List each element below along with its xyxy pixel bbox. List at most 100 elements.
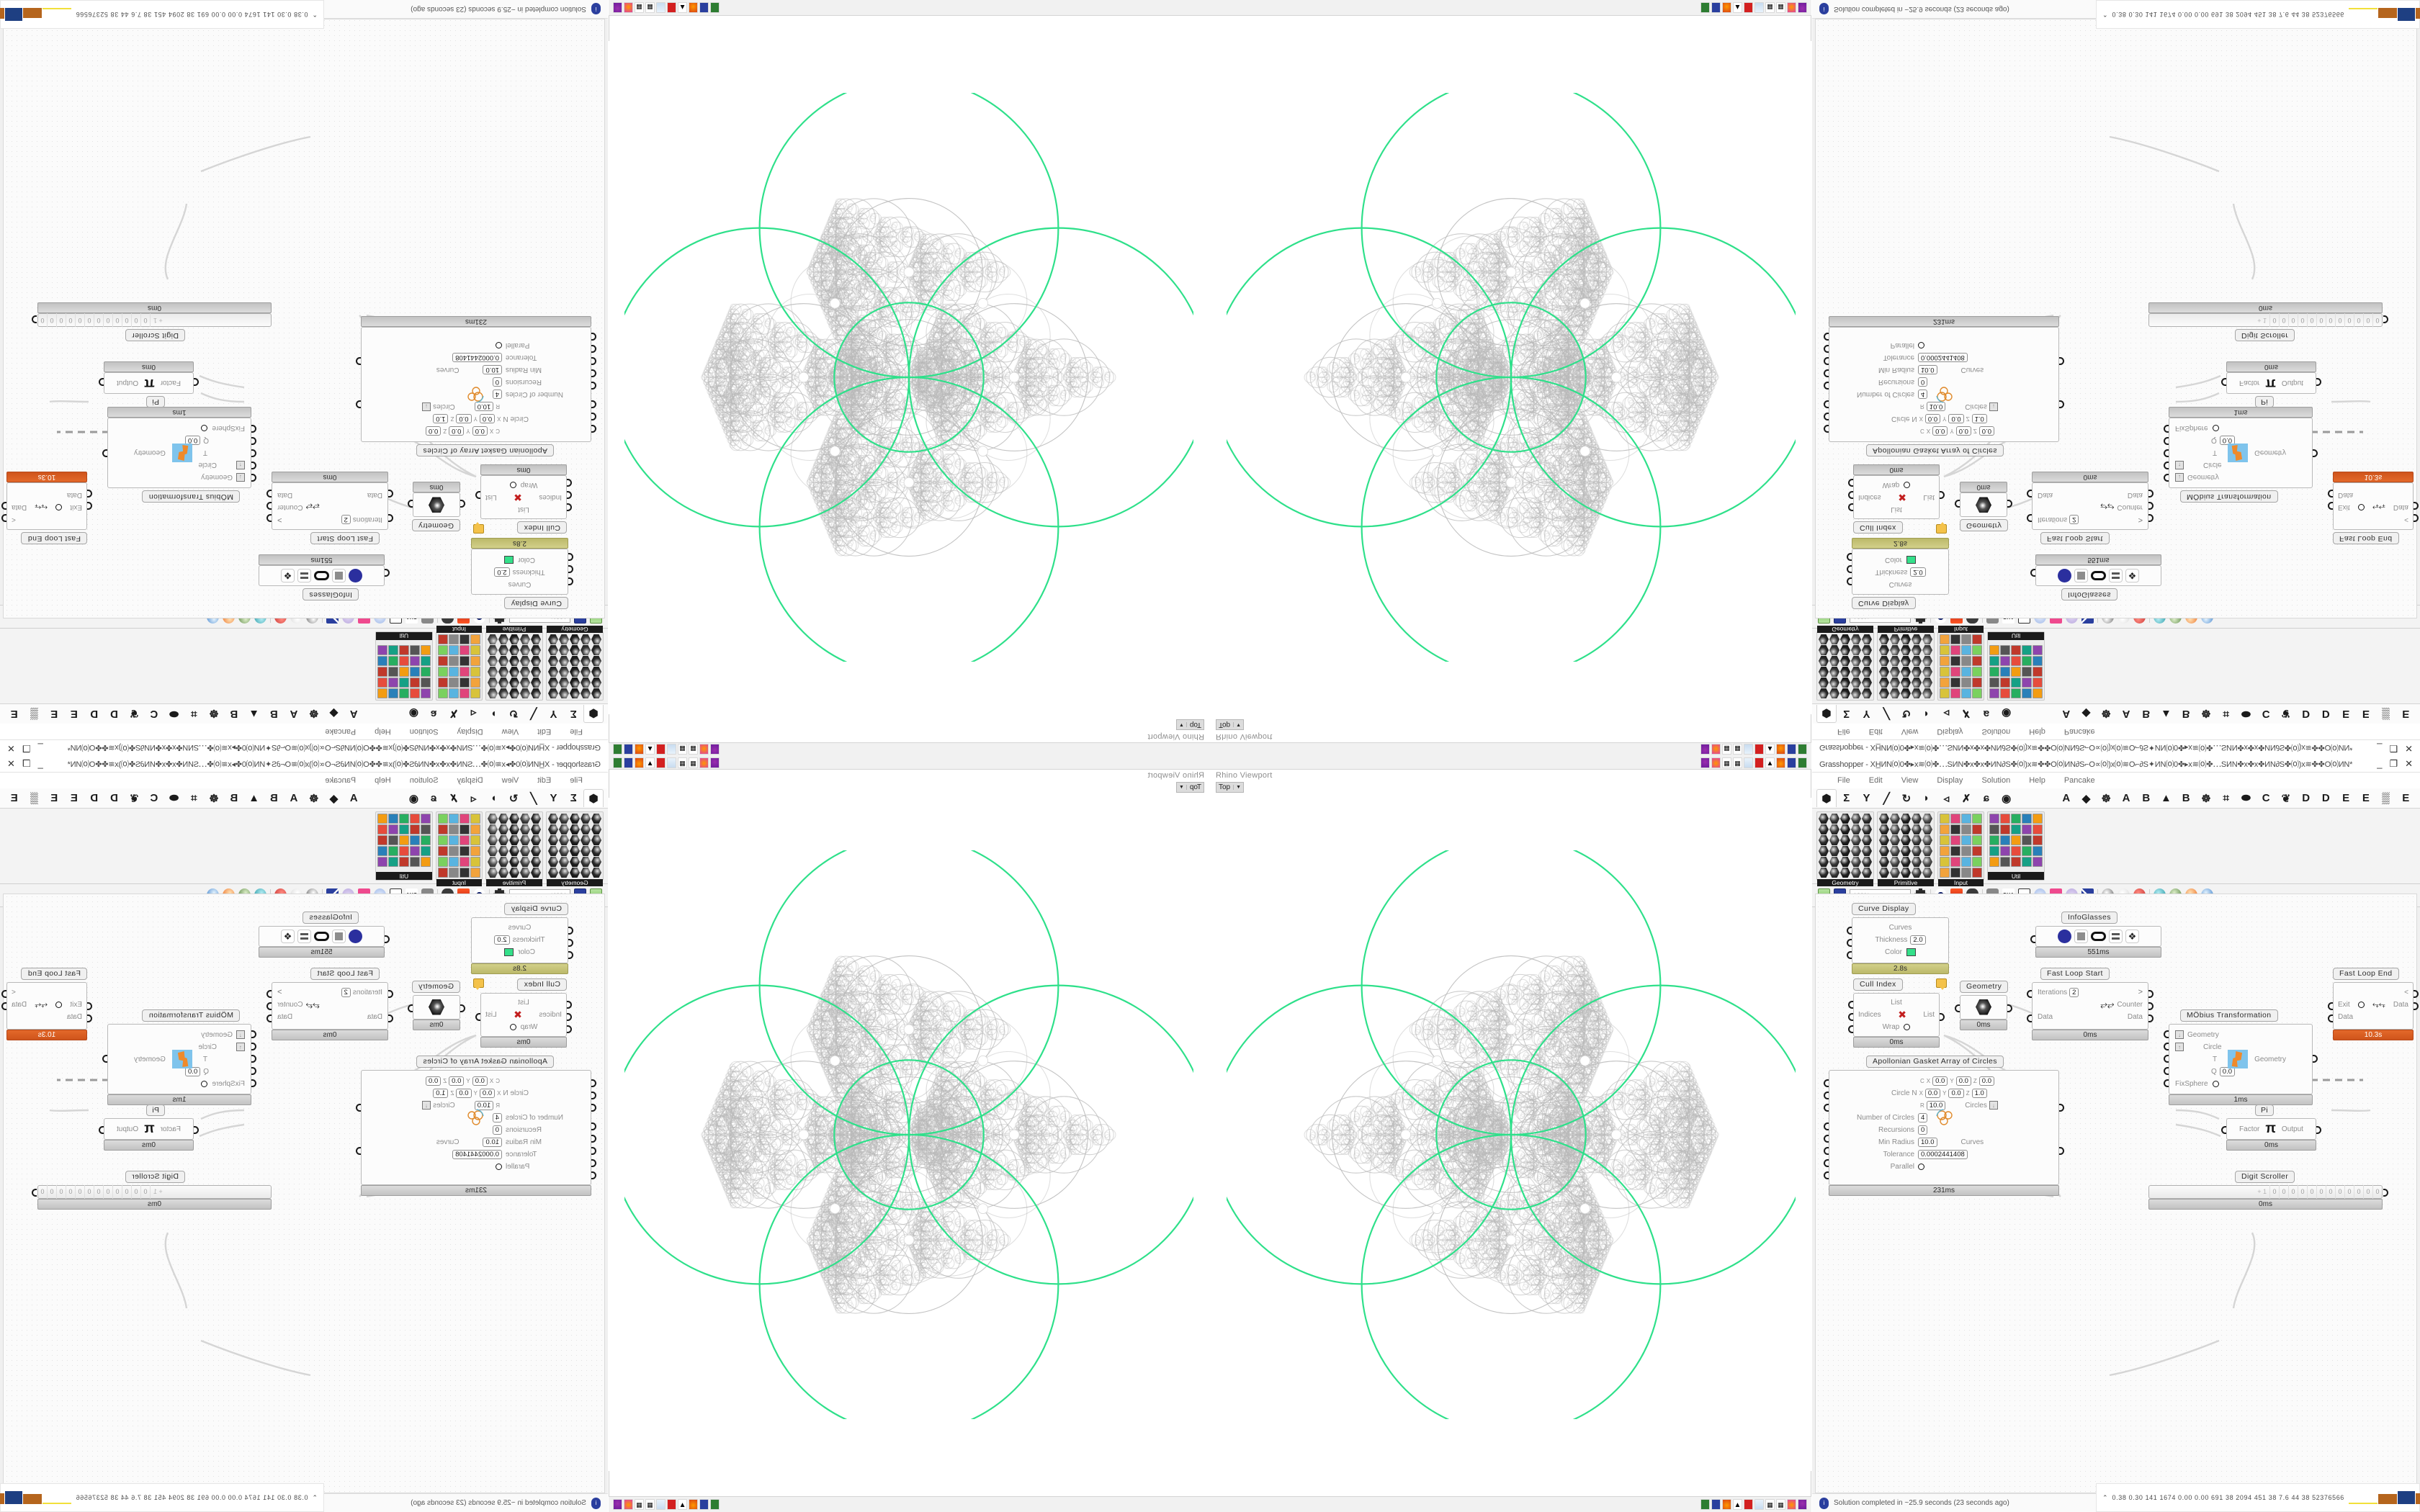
- component-tab-right-15[interactable]: E: [2362, 708, 2370, 720]
- component-icon[interactable]: [2022, 857, 2032, 867]
- component-icon[interactable]: [1961, 688, 1971, 698]
- component-icon[interactable]: [1912, 688, 1922, 698]
- component-tab-right-6[interactable]: B: [230, 708, 238, 720]
- firefox-icon[interactable]: [689, 1499, 698, 1510]
- component-icon[interactable]: [2022, 667, 2032, 677]
- component-icon[interactable]: [1879, 645, 1889, 655]
- node-curve-display[interactable]: Curve Display Curves Thickness 2.0 Color: [1847, 538, 1949, 611]
- digit-cell[interactable]: 0: [2316, 1184, 2326, 1199]
- component-icon[interactable]: [2011, 814, 2021, 824]
- grasshopper-tabstrip[interactable]: ⬢ Σ Υ ╱ ↻ ◗ ◃ ✗ ɕ ◉ A ◆ ☸ A B ▲ B ☸ ⌗ ⬬ C ❦ D D E E ▒ E: [1812, 703, 2420, 724]
- component-tab-right-3[interactable]: A: [290, 708, 298, 720]
- component-icon[interactable]: [449, 656, 459, 666]
- rhino-top-toolbar[interactable]: ▦ ▦ ▲: [609, 756, 1210, 770]
- component-icon[interactable]: [449, 835, 459, 845]
- component-tab-left-5[interactable]: ◗: [1923, 708, 1930, 720]
- app-icon-7[interactable]: ▲: [645, 744, 655, 755]
- component-icon[interactable]: [488, 656, 498, 666]
- equals-icon[interactable]: [2058, 929, 2071, 943]
- ribbon-panel-primitive[interactable]: Primitive: [485, 626, 543, 701]
- component-tab-left-0[interactable]: ⬢: [583, 789, 604, 807]
- component-icon[interactable]: [509, 857, 519, 867]
- component-icon[interactable]: [509, 645, 519, 655]
- component-tab-right-7[interactable]: ☸: [2201, 707, 2211, 720]
- component-icon[interactable]: [438, 678, 448, 688]
- component-icon[interactable]: [1829, 824, 1839, 834]
- component-tab-right-14[interactable]: E: [70, 792, 78, 804]
- menu-item-file[interactable]: File: [570, 727, 583, 736]
- component-icon[interactable]: [548, 645, 558, 655]
- component-icon[interactable]: [1890, 868, 1900, 878]
- grasshopper-tabstrip[interactable]: ⬢ Σ Υ ╱ ↻ ◗ ◃ ✗ ɕ ◉ A ◆ ☸ A B ▲ B ☸ ⌗ ⬬ C ❦ D D E E ▒ E: [0, 788, 608, 809]
- component-icon[interactable]: [377, 667, 387, 677]
- menu-item-edit[interactable]: Edit: [537, 727, 552, 736]
- grasshopper-titlebar[interactable]: Grasshopper - XH̲ИN⒪0✤▸x≋⒪✤⋯SИN✤x✤x✤ИN∂S…: [1812, 739, 2420, 756]
- digit-cell[interactable]: 0: [48, 1184, 57, 1199]
- digit-cell[interactable]: 0: [2269, 1184, 2279, 1199]
- app-icon-6[interactable]: [667, 1499, 676, 1510]
- component-icon[interactable]: [1901, 857, 1911, 867]
- component-tab-right-2[interactable]: ☸: [309, 792, 319, 805]
- component-icon[interactable]: [509, 824, 519, 834]
- component-tab-right-17[interactable]: E: [2402, 792, 2410, 804]
- notepad-icon[interactable]: [656, 1499, 666, 1510]
- component-icon[interactable]: [570, 688, 580, 698]
- component-icon[interactable]: [2000, 645, 2010, 655]
- component-icon[interactable]: [399, 814, 409, 824]
- component-tab-right-13[interactable]: D: [90, 708, 99, 720]
- app-icon-7[interactable]: ▲: [678, 1499, 687, 1510]
- ribbon-panel-input[interactable]: Input: [1937, 811, 1984, 886]
- boolean-toggle[interactable]: [1904, 482, 1911, 489]
- app-icon-1[interactable]: [613, 2, 622, 13]
- component-icon[interactable]: [1950, 846, 1960, 856]
- component-icon[interactable]: [438, 814, 448, 824]
- component-icon[interactable]: [1901, 846, 1911, 856]
- app-icon-2[interactable]: [1711, 757, 1721, 768]
- glasses-icon[interactable]: [2091, 931, 2106, 941]
- component-icon[interactable]: [438, 824, 448, 834]
- component-icon[interactable]: [438, 846, 448, 856]
- param-value-cz[interactable]: 0.0: [1978, 1076, 1995, 1086]
- component-icon[interactable]: [2011, 645, 2021, 655]
- component-icon[interactable]: [1989, 824, 1999, 834]
- digit-cell[interactable]: 0: [2354, 1184, 2363, 1199]
- component-icon[interactable]: [591, 645, 601, 655]
- param-value-iterations[interactable]: 2: [341, 515, 351, 525]
- viewport-view-selector[interactable]: Top ▼: [1175, 782, 1204, 793]
- digit-cell[interactable]: 0: [2279, 1184, 2288, 1199]
- component-icon[interactable]: [1961, 656, 1971, 666]
- component-icon[interactable]: [460, 688, 470, 698]
- digit-cell[interactable]: 0: [113, 1184, 122, 1199]
- system-tray[interactable]: ⌃ 0.38 0.30 141 1674 0.00 0.00 691 38 20…: [0, 1483, 324, 1512]
- maximize-icon[interactable]: ❐: [22, 758, 31, 769]
- flatten-icon[interactable]: ↓: [236, 473, 245, 482]
- menu-item-solution[interactable]: Solution: [409, 776, 439, 785]
- component-tab-right-7[interactable]: ☸: [209, 792, 219, 805]
- component-icon[interactable]: [460, 868, 470, 878]
- node-curve-display[interactable]: Curve Display Curves Thickness 2.0 Color: [471, 901, 573, 974]
- digit-cell[interactable]: 0: [2279, 313, 2288, 328]
- component-tab-right-15[interactable]: E: [50, 708, 58, 720]
- app-icon-6[interactable]: [656, 757, 666, 768]
- graft-icon[interactable]: ↑: [236, 461, 245, 469]
- component-icon[interactable]: [1890, 678, 1900, 688]
- component-icon[interactable]: [2011, 824, 2021, 834]
- component-icon[interactable]: [498, 835, 508, 845]
- param-value-r[interactable]: 10.0: [1926, 402, 1946, 412]
- component-icon[interactable]: [509, 634, 519, 644]
- node-fast-loop-start[interactable]: Fast Loop Start Iterations 2 > ⥂⥂ Counte…: [2027, 966, 2154, 1040]
- app-icon-2[interactable]: [624, 1499, 633, 1510]
- component-icon[interactable]: [470, 835, 480, 845]
- component-icon[interactable]: [1950, 814, 1960, 824]
- component-tab-left-6[interactable]: ◃: [1943, 707, 1950, 720]
- component-icon[interactable]: [2033, 656, 2043, 666]
- component-icon[interactable]: [509, 656, 519, 666]
- node-geometry[interactable]: Geometry 0ms: [1955, 482, 2012, 534]
- component-tab-left-8[interactable]: ɕ: [430, 708, 437, 720]
- ribbon-panel-geometry[interactable]: Geometry: [546, 626, 604, 701]
- node-geometry[interactable]: Geometry 0ms: [408, 979, 465, 1030]
- component-icon[interactable]: [548, 656, 558, 666]
- component-icon[interactable]: [438, 667, 448, 677]
- component-icon[interactable]: [488, 667, 498, 677]
- component-icon[interactable]: [509, 678, 519, 688]
